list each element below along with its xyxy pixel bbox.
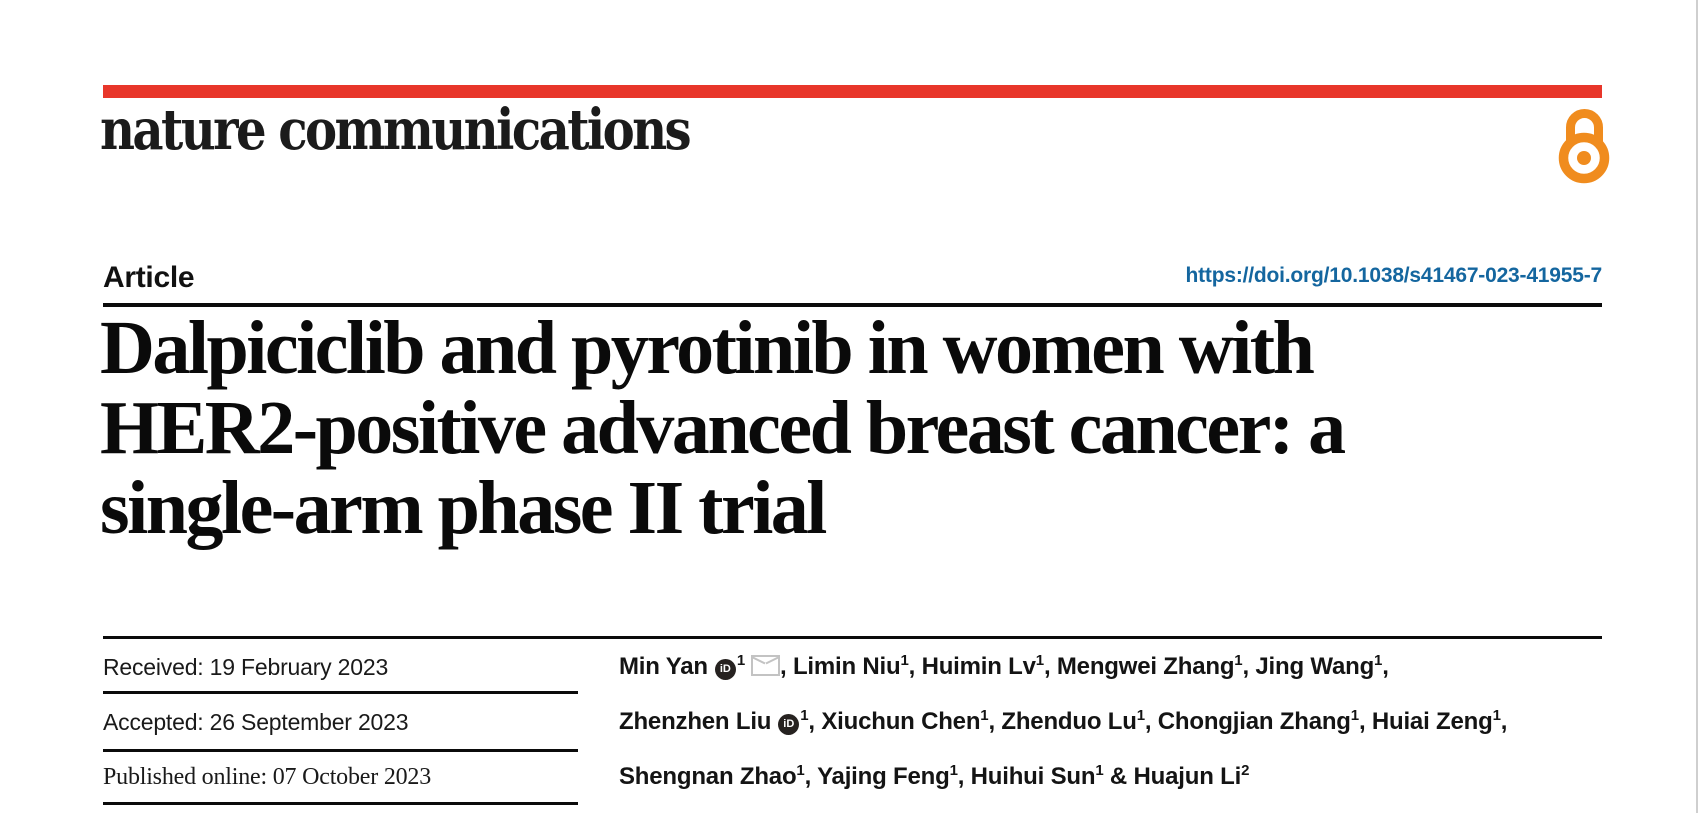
affiliation-superscript: 1	[800, 707, 809, 724]
author-separator: ,	[988, 708, 1002, 735]
received-date: Received: 19 February 2023	[103, 654, 389, 680]
affiliation-superscript: 1	[949, 762, 958, 779]
title-divider	[103, 636, 1602, 639]
author-line: Min Yan iD 1, Limin Niu1, Huimin Lv1, Meng…	[619, 639, 1629, 694]
masthead-accent-bar	[103, 85, 1602, 98]
affiliation-superscript: 1	[736, 652, 746, 669]
journal-logo[interactable]: nature communications	[100, 97, 692, 163]
orcid-icon[interactable]: iD	[778, 714, 800, 735]
author-name: Zhenduo Lu	[1001, 708, 1137, 735]
author-name: Jing Wang	[1255, 653, 1375, 680]
title-line-1: Dalpiciclib and pyrotinib in women with	[100, 306, 1315, 390]
author-name: Huimin Lv	[921, 653, 1036, 680]
author-separator: ,	[780, 653, 793, 680]
affiliation-superscript: 1	[1095, 762, 1104, 779]
author-name: Huajun Li	[1133, 763, 1242, 790]
email-icon[interactable]	[751, 655, 781, 676]
history-divider	[103, 802, 578, 805]
author-name: Huihui Sun	[970, 763, 1096, 790]
author-name: Xiuchun Chen	[821, 708, 981, 735]
article-type-label: Article	[103, 261, 195, 294]
orcid-icon[interactable]: iD	[714, 659, 736, 680]
history-divider	[103, 749, 578, 752]
history-divider	[103, 691, 578, 694]
author-separator: ,	[1242, 653, 1256, 680]
open-access-icon	[1558, 109, 1610, 184]
author-name: Chongjian Zhang	[1157, 708, 1351, 735]
doi-link[interactable]: https://doi.org/10.1038/s41467-023-41955…	[1185, 264, 1603, 287]
affiliation-superscript: 1	[1136, 707, 1145, 724]
affiliation-superscript: 1	[1035, 652, 1044, 669]
author-name: Zhenzhen Liu	[619, 708, 772, 735]
author-separator: ,	[908, 653, 922, 680]
author-name: Mengwei Zhang	[1056, 653, 1235, 680]
author-line: Zhenzhen Liu iD 1, Xiuchun Chen1, Zhenduo …	[619, 694, 1629, 749]
author-separator: ,	[804, 763, 818, 790]
author-name: Limin Niu	[792, 653, 901, 680]
affiliation-superscript: 1	[796, 762, 805, 779]
author-name: Min Yan	[619, 653, 708, 680]
affiliation-superscript: 1	[1234, 652, 1243, 669]
accepted-date: Accepted: 26 September 2023	[103, 709, 409, 735]
author-separator: &	[1103, 763, 1134, 790]
author-name: Shengnan Zhao	[619, 763, 797, 790]
author-separator: ,	[1043, 653, 1057, 680]
author-name: Huiai Zeng	[1371, 708, 1493, 735]
title-line-2: HER2-positive advanced breast cancer: a	[100, 386, 1346, 470]
author-separator: ,	[1144, 708, 1158, 735]
author-line: Shengnan Zhao1, Yajing Feng1, Huihui Sun…	[619, 749, 1629, 804]
author-separator: ,	[1358, 708, 1372, 735]
author-separator: ,	[957, 763, 971, 790]
affiliation-superscript: 1	[980, 707, 989, 724]
affiliation-superscript: 1	[1492, 707, 1501, 724]
author-name: Yajing Feng	[817, 763, 950, 790]
affiliation-superscript: 1	[1374, 652, 1383, 669]
author-separator: ,	[1500, 708, 1508, 735]
affiliation-superscript: 2	[1241, 762, 1250, 779]
page-edge-divider	[1696, 0, 1698, 813]
author-list: Min Yan iD 1, Limin Niu1, Huimin Lv1, Meng…	[619, 639, 1629, 804]
affiliation-superscript: 1	[1350, 707, 1359, 724]
author-separator: ,	[1382, 653, 1389, 680]
article-title: Dalpiciclib and pyrotinib in women with …	[100, 308, 1620, 548]
published-date: Published online: 07 October 2023	[103, 764, 432, 790]
title-line-3: single-arm phase II trial	[100, 466, 827, 550]
header-divider	[103, 303, 1602, 307]
affiliation-superscript: 1	[900, 652, 909, 669]
author-separator: ,	[808, 708, 822, 735]
